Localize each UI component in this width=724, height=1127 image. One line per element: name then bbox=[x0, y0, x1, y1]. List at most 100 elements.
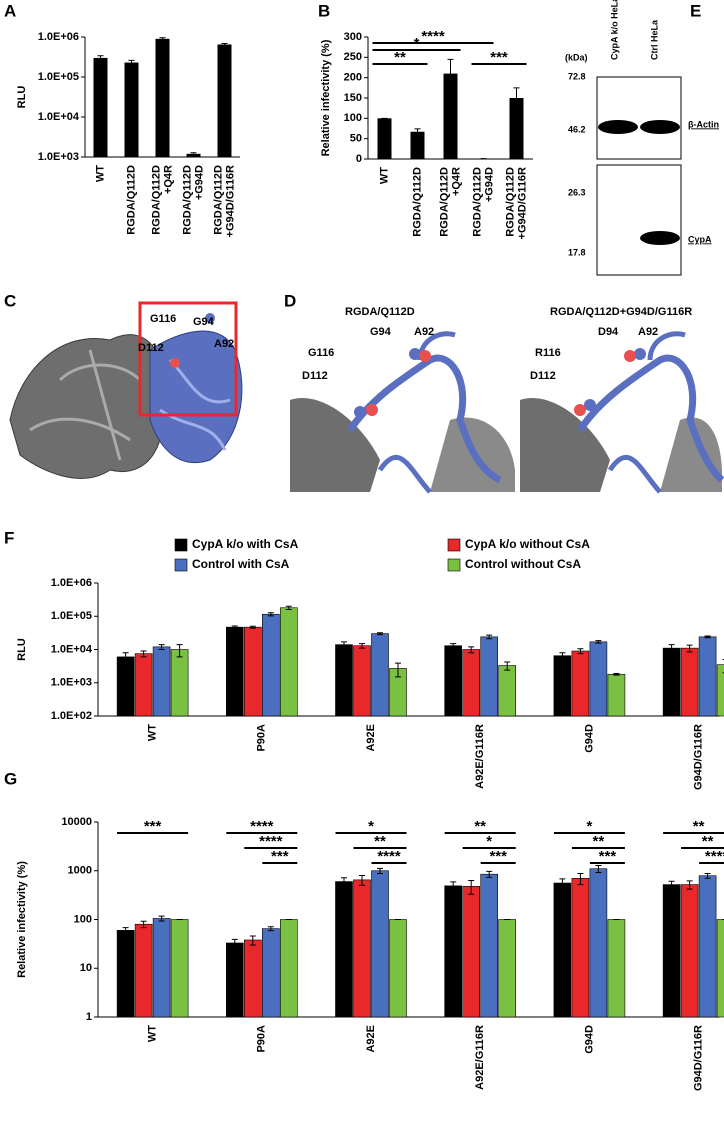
significance-label: *** bbox=[144, 818, 162, 835]
y-tick-label: 250 bbox=[344, 51, 362, 63]
y-tick-label: 150 bbox=[344, 92, 362, 104]
y-tick-label: 0 bbox=[356, 153, 362, 165]
significance-label: *** bbox=[489, 848, 507, 865]
x-tick-label: RGDA/Q112D bbox=[125, 165, 137, 235]
significance-label: **** bbox=[705, 848, 724, 865]
legend-swatch bbox=[175, 539, 187, 551]
bar bbox=[378, 118, 392, 159]
bar bbox=[681, 648, 698, 716]
panel-letter: B bbox=[318, 1, 330, 20]
x-tick-label: G94D bbox=[583, 724, 595, 753]
bar bbox=[336, 882, 353, 1017]
residue-label: A92 bbox=[414, 326, 434, 338]
y-axis-label: RLU bbox=[16, 86, 28, 109]
bar bbox=[94, 58, 108, 157]
y-tick-label: 1000 bbox=[68, 865, 92, 877]
x-tick-label: P90A bbox=[256, 1025, 268, 1053]
x-tick-label: P90A bbox=[256, 724, 268, 752]
panel-letter: G bbox=[4, 769, 17, 788]
legend-label: CypA k/o without CsA bbox=[465, 537, 590, 551]
bar bbox=[608, 674, 625, 716]
bar bbox=[445, 646, 462, 716]
x-tick-label: WT bbox=[147, 724, 159, 741]
bar bbox=[125, 63, 139, 157]
y-tick-label: 1.0E+04 bbox=[51, 643, 93, 655]
y-axis-label: Relative infectivity (%) bbox=[16, 861, 28, 978]
unit-label: (kDa) bbox=[565, 52, 588, 62]
y-tick-label: 1.0E+06 bbox=[38, 31, 79, 43]
y-tick-label: 100 bbox=[74, 913, 92, 925]
y-tick-label: 10000 bbox=[61, 816, 92, 828]
significance-label: * bbox=[414, 35, 420, 52]
bar bbox=[135, 654, 152, 716]
bar bbox=[481, 637, 498, 716]
bar bbox=[463, 886, 480, 1017]
panel-letter: D bbox=[284, 291, 296, 310]
bar bbox=[499, 666, 516, 716]
bar bbox=[117, 930, 134, 1017]
bar bbox=[445, 886, 462, 1017]
legend-swatch bbox=[448, 559, 460, 571]
significance-label: *** bbox=[271, 848, 289, 865]
bar bbox=[572, 878, 589, 1017]
x-tick-label: A92E bbox=[365, 1025, 377, 1053]
y-tick-label: 1.0E+03 bbox=[38, 151, 79, 163]
structure-title: RGDA/Q112D bbox=[345, 306, 415, 318]
bar bbox=[499, 920, 516, 1018]
bar bbox=[226, 627, 243, 716]
bar bbox=[590, 869, 607, 1017]
bar bbox=[699, 876, 716, 1017]
marker-label: 26.3 bbox=[568, 187, 586, 197]
panel-letter: C bbox=[4, 291, 16, 310]
y-tick-label: 1.0E+04 bbox=[38, 111, 80, 123]
y-tick-label: 1.0E+06 bbox=[51, 577, 92, 589]
x-tick-label: RGDA/Q112D+Q4R bbox=[150, 165, 174, 235]
legend-swatch bbox=[448, 539, 460, 551]
bar bbox=[153, 647, 170, 716]
bar bbox=[681, 885, 698, 1017]
panel-letter: E bbox=[690, 1, 701, 20]
x-tick-label: WT bbox=[378, 167, 390, 184]
bar bbox=[280, 608, 297, 716]
y-tick-label: 1 bbox=[86, 1011, 92, 1023]
y-tick-label: 10 bbox=[80, 962, 92, 974]
legend-label: Control with CsA bbox=[192, 557, 290, 571]
bar bbox=[572, 651, 589, 716]
residue-label: D94 bbox=[598, 326, 619, 338]
y-tick-label: 1.0E+05 bbox=[38, 71, 79, 83]
x-tick-label: A92E/G116R bbox=[474, 1025, 486, 1090]
bar bbox=[218, 44, 232, 157]
structure-title: RGDA/Q112D+G94D/G116R bbox=[550, 306, 692, 318]
x-tick-label: RGDA/Q112D+G94D/G116R bbox=[212, 165, 236, 238]
bar bbox=[663, 648, 680, 716]
x-tick-label: RGDA/Q112D+G94D bbox=[471, 167, 495, 237]
legend-swatch bbox=[175, 559, 187, 571]
bar bbox=[590, 642, 607, 716]
structure-overview bbox=[10, 303, 242, 478]
marker-label: 72.8 bbox=[568, 71, 586, 81]
bar bbox=[699, 637, 716, 716]
lane-label: CypA k/o HeLa bbox=[609, 0, 619, 60]
residue-label: G94 bbox=[370, 326, 392, 338]
panel-letter: F bbox=[4, 528, 14, 547]
significance-label: *** bbox=[599, 848, 617, 865]
bar bbox=[135, 924, 152, 1017]
y-tick-label: 300 bbox=[344, 31, 362, 43]
bar bbox=[226, 943, 243, 1017]
bar bbox=[372, 871, 389, 1017]
panel-letter: A bbox=[4, 1, 16, 20]
residue-label: G94 bbox=[193, 316, 215, 328]
y-tick-label: 1.0E+02 bbox=[51, 710, 92, 722]
bar bbox=[481, 874, 498, 1017]
bar bbox=[554, 883, 571, 1017]
y-axis-label: RLU bbox=[16, 638, 28, 661]
significance-label: ** bbox=[394, 49, 406, 66]
x-tick-label: RGDA/Q112D+Q4R bbox=[438, 167, 462, 237]
protein-label: CypA bbox=[688, 234, 712, 244]
bar bbox=[372, 634, 389, 716]
bar bbox=[117, 657, 134, 716]
significance-label: ** bbox=[474, 818, 486, 835]
bar bbox=[354, 880, 371, 1017]
y-tick-label: 1.0E+03 bbox=[51, 677, 92, 689]
